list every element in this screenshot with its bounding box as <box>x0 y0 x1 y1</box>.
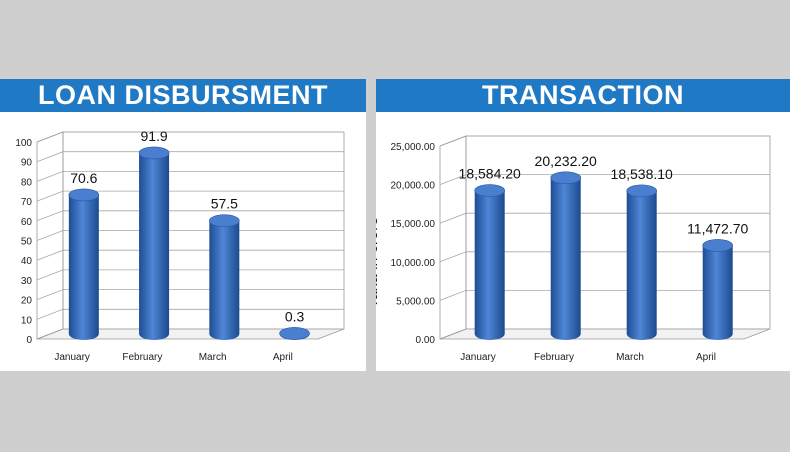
transaction-banner: TRANSACTION <box>376 79 790 112</box>
x-tick-label: February <box>122 352 162 363</box>
bar-body <box>626 184 657 340</box>
y-tick-label: 10 <box>21 315 33 326</box>
transaction-panel: TRANSACTION 0.00 5,000.00 10,000.00 15,000.… <box>376 79 790 371</box>
bar-body <box>68 188 99 340</box>
x-tick-label: March <box>199 352 227 363</box>
bar-body <box>474 184 505 340</box>
data-label: 57.5 <box>211 196 238 212</box>
bar <box>626 184 658 340</box>
bar <box>474 184 505 340</box>
bar-top <box>68 188 100 202</box>
y-tick-label: 10,000.00 <box>391 258 436 269</box>
y-tick-label: 25,000.00 <box>391 142 436 153</box>
plot-side-wall <box>439 135 467 340</box>
data-label: 11,472.70 <box>687 220 748 236</box>
y-tick-label: 0 <box>26 335 32 346</box>
x-tick-label: March <box>616 352 644 363</box>
y-tick-label: 100 <box>15 138 32 149</box>
bar-top <box>702 239 734 252</box>
bar-body <box>550 171 581 340</box>
x-tick-label: April <box>696 352 716 363</box>
y-tick-label: 20 <box>21 296 33 307</box>
loan-disbursement-panel: LOAN DISBURSMENT 0 10 20 30 40 50 60 70 80 90 100 7… <box>0 79 366 371</box>
plot-side-wall <box>36 131 64 340</box>
bar-body <box>209 214 240 340</box>
bar-top <box>138 146 170 160</box>
bar <box>209 214 240 340</box>
loan-disbursement-chart: 0 10 20 30 40 50 60 70 80 90 100 70.6 January 91.9 Feb… <box>15 128 345 363</box>
transaction-chart: 0.00 5,000.00 10,000.00 15,000.00 20,000.00 2… <box>376 135 771 363</box>
data-label: 18,538.10 <box>611 166 673 182</box>
y-tick-label: 15,000.00 <box>391 219 436 230</box>
bar <box>68 188 100 340</box>
bar-top <box>209 214 240 228</box>
data-label: 70.6 <box>70 170 97 186</box>
y-tick-label: 70 <box>21 197 33 208</box>
bar-top <box>279 327 310 340</box>
bar <box>138 146 170 340</box>
y-tick-label: 20,000.00 <box>391 181 436 192</box>
y-tick-label: 5,000.00 <box>396 296 435 307</box>
x-tick-label: January <box>54 352 90 363</box>
y-tick-label: 50 <box>21 237 33 248</box>
y-tick-label: 30 <box>21 276 33 287</box>
x-tick-label: January <box>460 352 496 363</box>
data-label: 0.3 <box>285 308 305 324</box>
loan-disbursement-banner: LOAN DISBURSMENT <box>0 79 366 112</box>
data-label: 20,232.20 <box>535 153 597 169</box>
y-tick-label: 0.00 <box>416 335 436 346</box>
bar <box>550 171 581 340</box>
data-label: 18,584.20 <box>459 166 521 182</box>
data-label: 91.9 <box>140 128 167 144</box>
bar-top <box>626 184 658 198</box>
y-tick-label: 90 <box>21 158 33 169</box>
bar-top <box>474 184 505 197</box>
y-tick-label: 80 <box>21 177 33 188</box>
y-tick-label: 60 <box>21 217 33 228</box>
bar <box>279 327 310 340</box>
bar-body <box>139 146 170 340</box>
x-tick-label: February <box>534 352 574 363</box>
y-axis-label: Taka in crore <box>376 217 381 309</box>
bar <box>702 239 734 340</box>
x-tick-label: April <box>273 352 293 363</box>
bar-body <box>702 239 733 340</box>
bar-top <box>550 171 581 185</box>
y-tick-label: 40 <box>21 256 33 267</box>
